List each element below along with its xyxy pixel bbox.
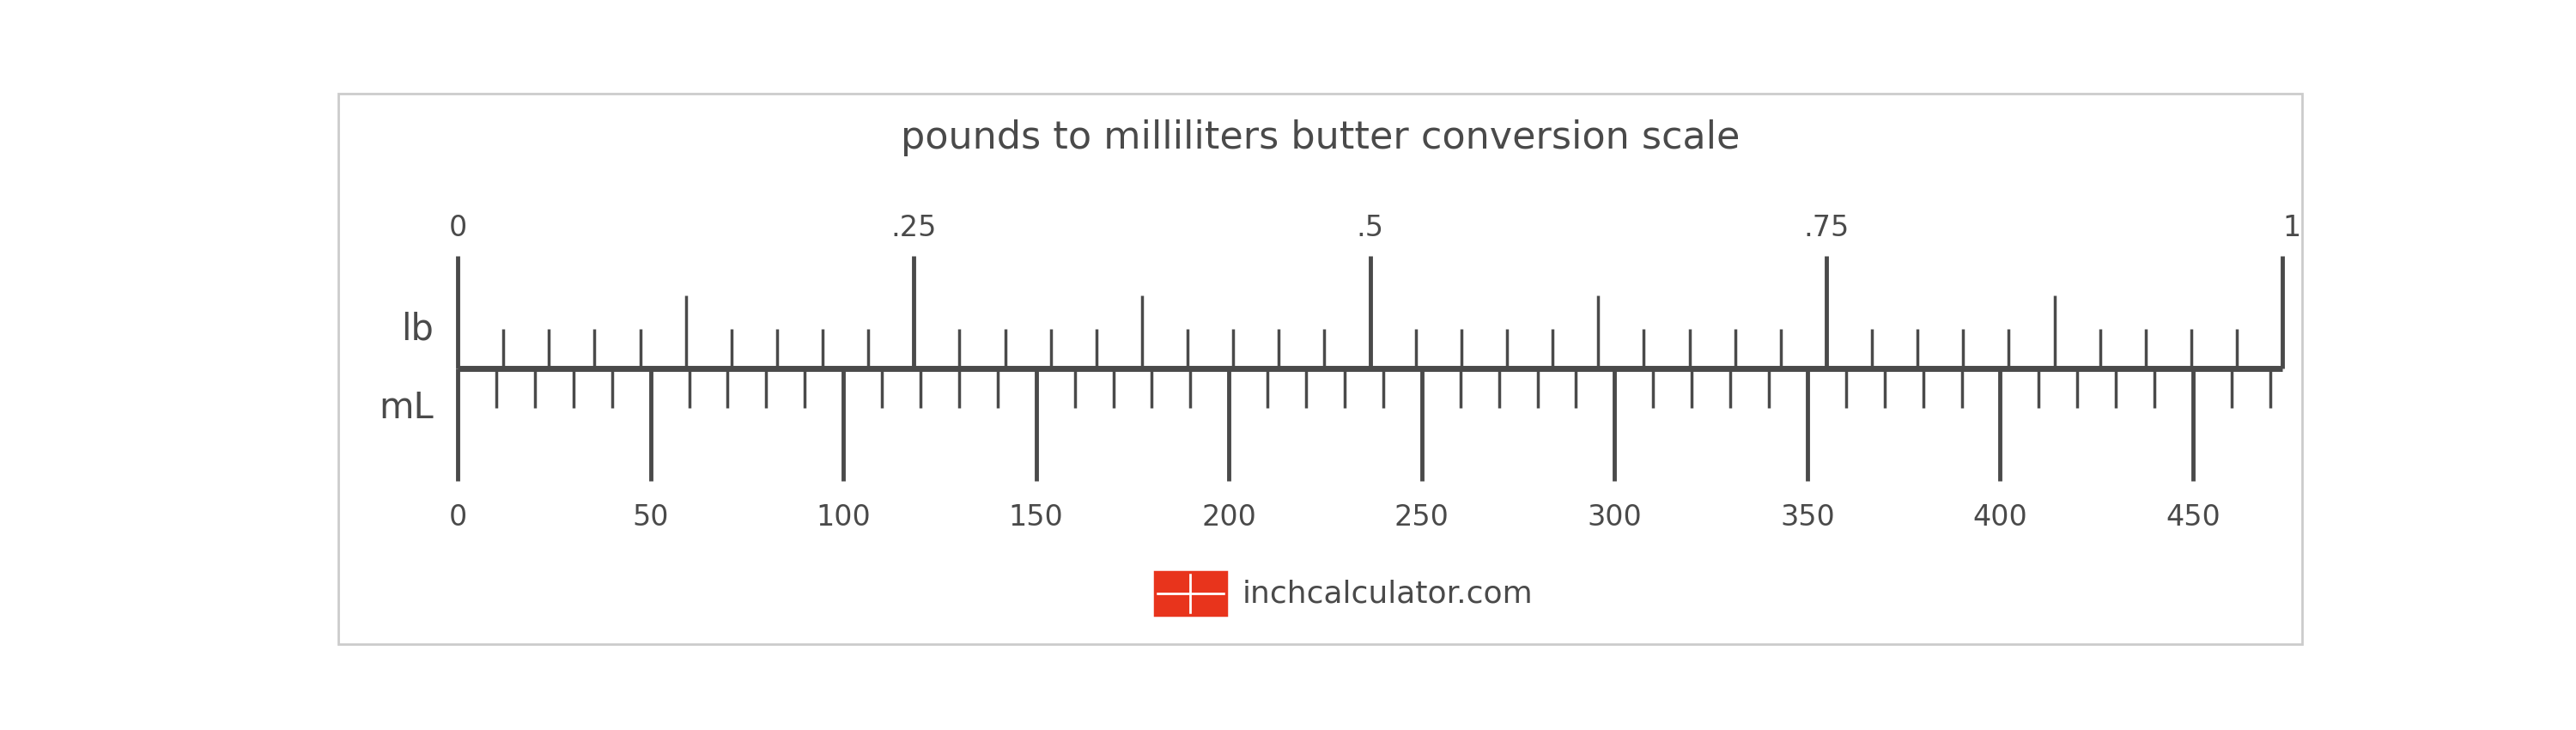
Text: 350: 350 [1780, 504, 1834, 532]
Text: 450: 450 [2166, 504, 2221, 532]
Text: .5: .5 [1358, 214, 1383, 242]
Text: 0: 0 [448, 504, 466, 532]
Text: lb: lb [402, 311, 433, 347]
Bar [1154, 572, 1226, 615]
Text: .75: .75 [1803, 214, 1850, 242]
Text: pounds to milliliters butter conversion scale: pounds to milliliters butter conversion … [902, 120, 1739, 157]
Text: 0: 0 [448, 214, 466, 242]
Text: 50: 50 [631, 504, 670, 532]
Text: .25: .25 [891, 214, 938, 242]
Text: 300: 300 [1587, 504, 1641, 532]
Text: 150: 150 [1010, 504, 1064, 532]
Text: 1: 1 [2282, 214, 2300, 242]
Text: 250: 250 [1394, 504, 1450, 532]
Text: 400: 400 [1973, 504, 2027, 532]
Bar [1154, 572, 1226, 615]
Text: inchcalculator.com: inchcalculator.com [1242, 579, 1533, 608]
Text: mL: mL [379, 390, 433, 426]
Text: 100: 100 [817, 504, 871, 532]
Text: 200: 200 [1200, 504, 1257, 532]
